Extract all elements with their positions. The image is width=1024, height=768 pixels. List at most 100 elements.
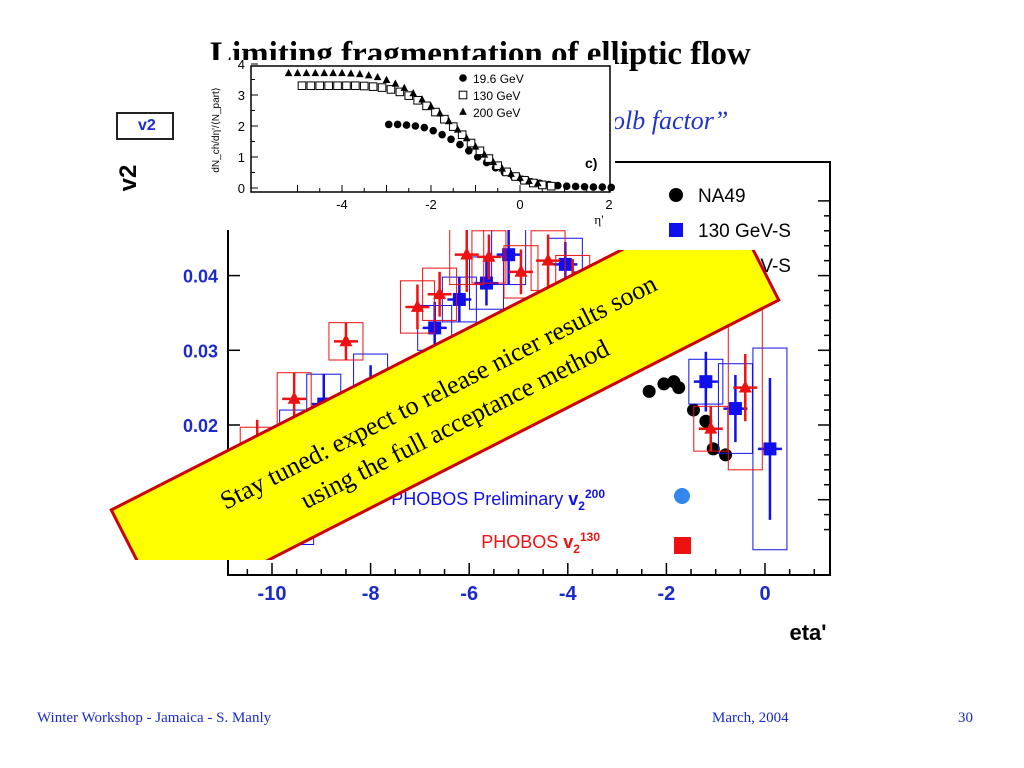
v2-label-box-text: v2 [138,117,156,134]
sys-error-box [471,230,507,284]
inset-data-point [571,182,580,191]
inset-data-point [359,81,369,91]
inset-data-point [384,120,393,129]
inset-data-point [489,157,498,166]
inset-data-point [507,169,515,177]
inset-data-point [368,82,378,91]
inset-data-point [562,182,571,190]
x-axis-label: eta' [789,620,826,645]
inset-legend-marker [459,74,467,82]
inset-data-point [471,142,480,150]
inset-data-point [484,154,494,163]
inset-data-point [516,173,524,181]
inset-data-point [498,164,506,172]
inset-data-point [589,183,598,191]
sys-error-box [717,363,753,454]
inset-legend-label: 200 GeV [473,106,520,120]
x-tick-label: -4 [559,583,578,605]
inset-data-point [580,182,589,191]
inset-data-point [462,134,471,142]
inset-data-point [525,176,533,185]
inset-data-point [320,68,328,77]
data-point [642,384,656,398]
annotation-circle-marker [674,488,690,504]
stay-tuned-banner: Stay tuned: expect to release nicer resu… [109,250,781,560]
inset-data-point [436,109,444,117]
inset-data-point [480,150,489,158]
inset-data-point [411,122,420,130]
data-point [738,380,752,393]
data-point [541,253,555,266]
inset-data-point [306,81,316,90]
inset-data-point [329,68,337,77]
inset-data-point [534,178,542,187]
inset-x-axis-label: η' [594,212,603,227]
inset-data-point [427,102,435,110]
inset-data-point [438,130,446,139]
y-tick-label: 0.04 [183,267,218,287]
inset-background [205,60,615,230]
inset-legend-label: 130 GeV [473,89,520,103]
inset-y-tick-label: 3 [238,88,245,103]
inset-data-point [546,181,556,191]
inset-data-point [395,87,405,97]
data-point [502,248,516,262]
y-tick-label: 0.02 [183,416,218,436]
inset-data-point [466,138,476,148]
inset-data-point [447,135,455,144]
data-point [482,249,496,262]
x-tick-label: -8 [362,583,380,605]
annotation-square-marker [674,537,691,554]
inset-data-point [453,125,462,133]
data-point [287,391,301,404]
inset-data-point [324,81,333,90]
inset-data-point [418,95,426,103]
inset-data-point [356,69,364,78]
inset-data-point [607,183,615,192]
inset-data-point [554,181,562,190]
data-point [514,264,528,277]
data-point [657,377,671,391]
data-point [339,333,353,347]
page-number: 30 [958,710,973,726]
sys-error-box [503,245,539,299]
inset-y-tick-label: 2 [238,119,245,134]
inset-series-200-gev [284,68,542,187]
inset-data-point [465,147,473,155]
inset-data-point [400,83,409,92]
x-tick-label: -10 [258,583,287,605]
inset-x-tick-label: 2 [605,197,612,212]
legend-marker [669,223,683,237]
data-point [699,375,713,389]
inset-data-point [475,146,485,156]
inset-data-point [598,183,607,191]
y-axis-label: v2 [115,165,142,192]
slide-subtitle: olb factor” [612,106,729,135]
inset-data-point [382,75,391,83]
inset-data-point [393,120,402,129]
data-point [460,247,474,260]
inset-data-point [347,69,355,77]
inset-data-point [364,71,373,79]
data-point [410,299,424,312]
legend-marker [669,188,683,202]
inset-y-tick-label: 4 [238,60,245,72]
data-point [672,381,686,395]
inset-legend-marker [459,107,467,115]
data-point [433,286,447,300]
inset-data-point [297,81,307,90]
inset-x-tick-label: -2 [425,197,437,212]
banner-box [109,250,781,560]
data-point [728,402,742,416]
inset-legend-label: 19.6 GeV [473,72,524,86]
inset-data-point [445,116,453,125]
legend-label: NA49 [698,186,746,207]
annotation-phobos-200: PHOBOS Preliminary v2200 [391,487,605,513]
sys-error-box [752,347,788,551]
inset-y-axis-label: dN_ch/dη'/⟨N_part⟩ [211,87,222,172]
data-point [763,442,777,456]
inset-y-tick-label: 0 [238,181,245,196]
sys-error-box [422,267,458,321]
sys-error-box [399,280,435,334]
x-tick-label: -2 [658,583,676,605]
